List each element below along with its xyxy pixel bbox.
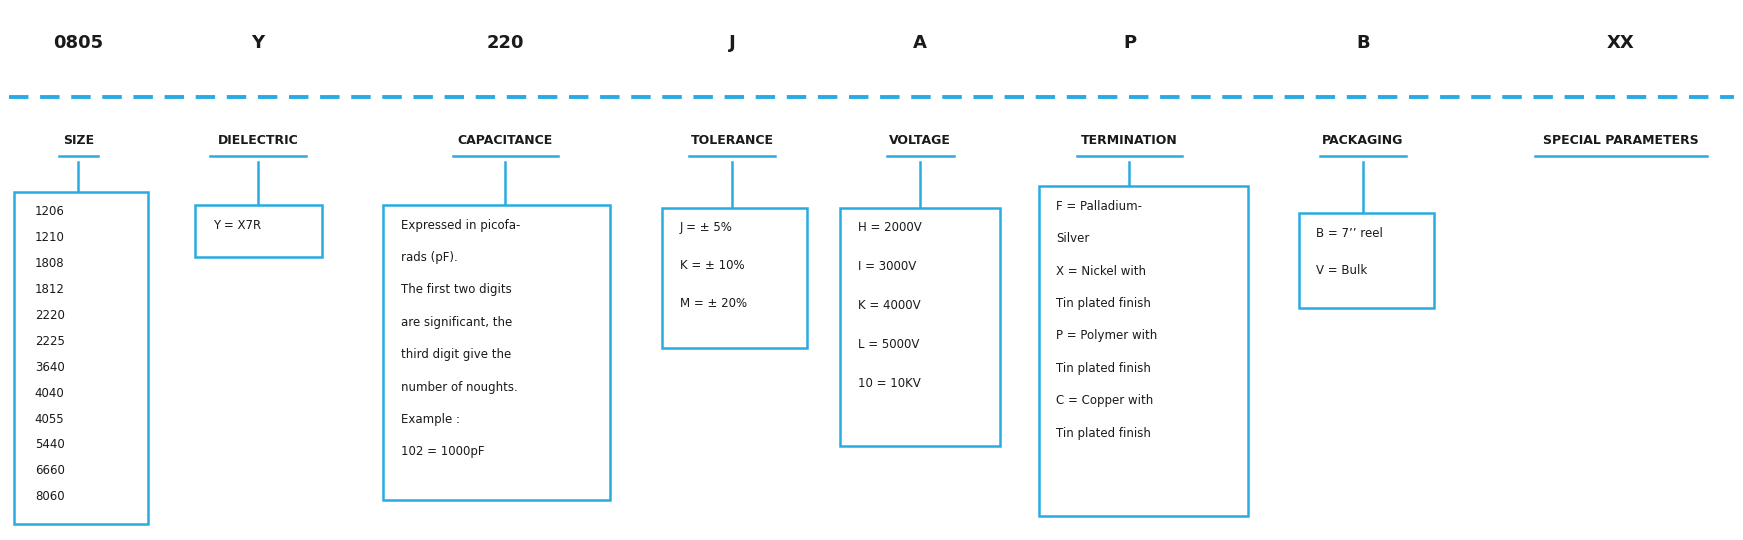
- Text: 8060: 8060: [35, 490, 64, 503]
- Text: XX: XX: [1607, 34, 1635, 52]
- Text: Example :: Example :: [401, 413, 460, 426]
- Text: CAPACITANCE: CAPACITANCE: [458, 134, 553, 147]
- Text: 1210: 1210: [35, 231, 64, 244]
- FancyBboxPatch shape: [662, 208, 807, 348]
- Text: B: B: [1356, 34, 1370, 52]
- Text: DIELECTRIC: DIELECTRIC: [218, 134, 298, 147]
- Text: K = ± 10%: K = ± 10%: [680, 259, 744, 272]
- Text: PACKAGING: PACKAGING: [1323, 134, 1403, 147]
- Text: X = Nickel with: X = Nickel with: [1056, 265, 1147, 278]
- Text: C = Copper with: C = Copper with: [1056, 394, 1154, 407]
- Text: number of noughts.: number of noughts.: [401, 381, 518, 394]
- Text: 2225: 2225: [35, 335, 64, 348]
- Text: P = Polymer with: P = Polymer with: [1056, 329, 1157, 342]
- Text: Tin plated finish: Tin plated finish: [1056, 362, 1150, 375]
- Text: L = 5000V: L = 5000V: [858, 338, 919, 351]
- Text: Y = X7R: Y = X7R: [213, 219, 261, 232]
- Text: Tin plated finish: Tin plated finish: [1056, 297, 1150, 310]
- Text: F = Palladium-: F = Palladium-: [1056, 200, 1142, 213]
- Text: 0805: 0805: [54, 34, 103, 52]
- Text: 4055: 4055: [35, 413, 64, 426]
- FancyBboxPatch shape: [840, 208, 1000, 446]
- Text: Expressed in picofa-: Expressed in picofa-: [401, 219, 519, 232]
- Text: 5440: 5440: [35, 438, 64, 451]
- Text: 10 = 10KV: 10 = 10KV: [858, 377, 920, 390]
- Text: VOLTAGE: VOLTAGE: [889, 134, 952, 147]
- Text: B = 7’’ reel: B = 7’’ reel: [1316, 227, 1382, 240]
- Text: third digit give the: third digit give the: [401, 348, 511, 361]
- Text: SIZE: SIZE: [63, 134, 94, 147]
- Text: 4040: 4040: [35, 387, 64, 400]
- Text: 2220: 2220: [35, 309, 64, 322]
- Text: The first two digits: The first two digits: [401, 284, 512, 296]
- Text: A: A: [913, 34, 927, 52]
- Text: 6660: 6660: [35, 464, 64, 477]
- Text: TOLERANCE: TOLERANCE: [690, 134, 774, 147]
- Text: 1808: 1808: [35, 257, 64, 270]
- Text: J: J: [729, 34, 736, 52]
- Text: Silver: Silver: [1056, 232, 1089, 245]
- FancyBboxPatch shape: [1299, 213, 1434, 308]
- FancyBboxPatch shape: [1039, 186, 1248, 516]
- FancyBboxPatch shape: [14, 192, 148, 524]
- Text: 102 = 1000pF: 102 = 1000pF: [401, 446, 485, 458]
- Text: P: P: [1122, 34, 1136, 52]
- FancyBboxPatch shape: [383, 205, 610, 500]
- Text: V = Bulk: V = Bulk: [1316, 264, 1367, 276]
- Text: SPECIAL PARAMETERS: SPECIAL PARAMETERS: [1543, 134, 1699, 147]
- Text: rads (pF).: rads (pF).: [401, 251, 458, 264]
- Text: 1206: 1206: [35, 205, 64, 218]
- Text: TERMINATION: TERMINATION: [1081, 134, 1178, 147]
- Text: I = 3000V: I = 3000V: [858, 260, 915, 273]
- Text: 220: 220: [486, 34, 525, 52]
- Text: M = ± 20%: M = ± 20%: [680, 297, 748, 310]
- Text: Y: Y: [251, 34, 265, 52]
- Text: Tin plated finish: Tin plated finish: [1056, 427, 1150, 440]
- Text: H = 2000V: H = 2000V: [858, 221, 922, 234]
- Text: K = 4000V: K = 4000V: [858, 299, 920, 312]
- Text: are significant, the: are significant, the: [401, 316, 512, 329]
- Text: 3640: 3640: [35, 361, 64, 374]
- Text: 1812: 1812: [35, 283, 64, 296]
- FancyBboxPatch shape: [195, 205, 322, 256]
- Text: J = ± 5%: J = ± 5%: [680, 221, 732, 234]
